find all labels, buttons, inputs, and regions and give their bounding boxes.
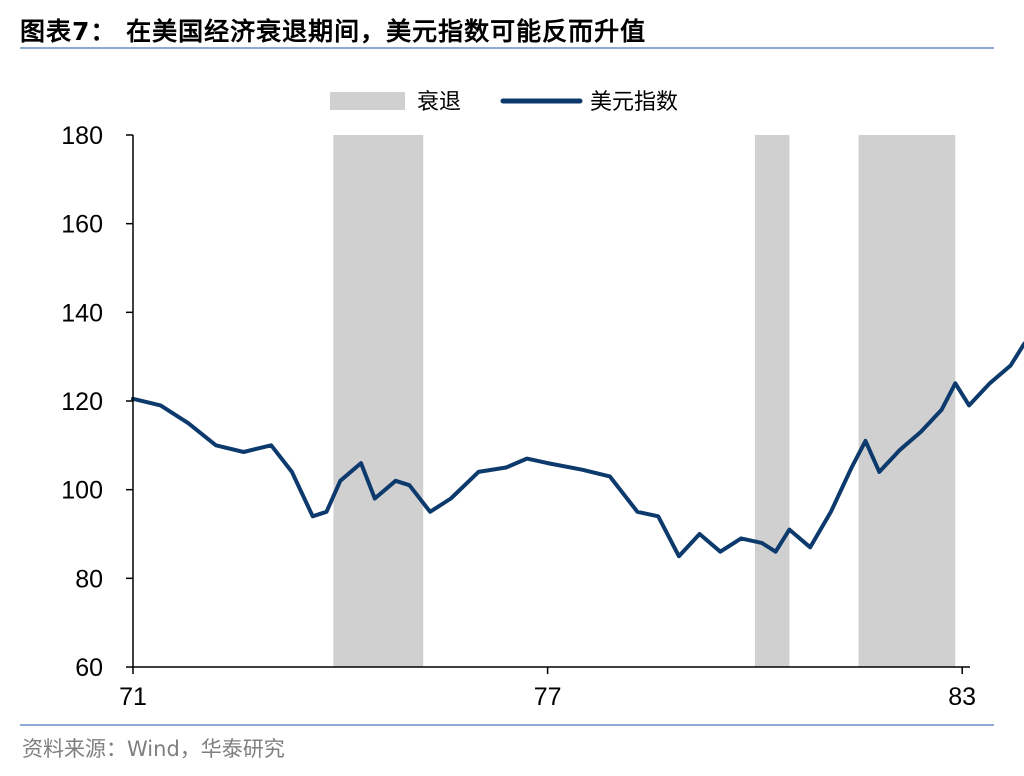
- y-tick-label: 160: [61, 211, 103, 239]
- y-tick-label: 140: [61, 299, 103, 327]
- legend: 衰退 美元指数: [330, 90, 678, 115]
- x-tick-label: 71: [119, 683, 147, 711]
- recession-bands: [333, 135, 956, 667]
- legend-recession-swatch: [330, 92, 405, 110]
- y-tick-label: 100: [61, 477, 103, 505]
- chart-title: 图表7： 在美国经济衰退期间，美元指数可能反而升值: [20, 17, 647, 46]
- y-tick-label: 60: [75, 654, 103, 682]
- recession-band-1: [333, 135, 424, 667]
- y-tick-label: 80: [75, 565, 103, 593]
- y-tick-label: 120: [61, 388, 103, 416]
- x-tick-label: 77: [534, 683, 562, 711]
- axes: 6080100120140160180717783899501071319: [61, 122, 976, 711]
- recession-band-3: [858, 135, 956, 667]
- legend-recession-label: 衰退: [417, 90, 461, 115]
- series-line-1: [131, 341, 1024, 559]
- x-tick-label: 83: [948, 683, 976, 711]
- source-rule: [20, 724, 994, 726]
- source-note: 资料来源：Wind，华泰研究: [22, 737, 285, 761]
- title-rule: [20, 47, 994, 49]
- dollar-index-series: [131, 341, 1024, 559]
- recession-band-2: [754, 135, 790, 667]
- y-tick-label: 180: [61, 122, 103, 150]
- legend-line-label: 美元指数: [590, 90, 678, 115]
